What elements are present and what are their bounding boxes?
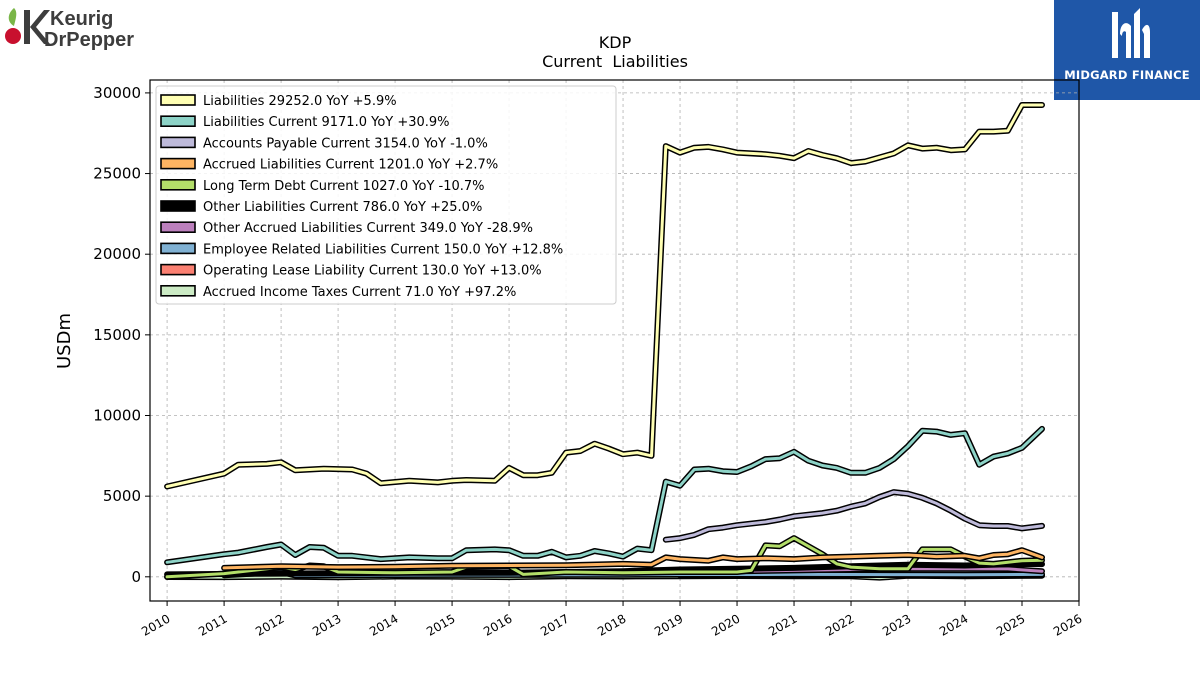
legend-label-other-liabilities-current: Other Liabilities Current 786.0 YoY +25.…	[203, 200, 482, 215]
legend-box	[155, 85, 617, 305]
legend-label-operating-lease-liability-current: Operating Lease Liability Current 130.0 …	[203, 264, 542, 279]
x-tick-label: 2011	[196, 611, 229, 638]
x-tick-label: 2024	[937, 611, 970, 638]
midgard-finance-text: MIDGARD FINANCE	[1064, 68, 1190, 82]
y-tick-label: 10000	[93, 407, 141, 425]
logo-drop-icon	[5, 28, 21, 44]
legend-swatch-employee-related-liabilities-current	[160, 242, 196, 255]
x-tick-label: 2010	[139, 611, 172, 638]
x-tick-label: 2025	[994, 611, 1027, 638]
x-tick-label: 2023	[880, 611, 913, 638]
legend-swatch-liabilities	[160, 94, 196, 106]
series-line-accrued-liabilities-current	[222, 548, 1044, 570]
y-axis-ticks: 0 5000 10000 15000 20000 25000 30000	[93, 84, 150, 586]
logo-leaf-icon	[8, 8, 17, 26]
legend-swatch-operating-lease-liability-current	[160, 263, 196, 276]
y-tick-label: 0	[131, 568, 141, 586]
legend-swatch-liabilities-current	[160, 115, 196, 127]
x-tick-label: 2021	[766, 611, 799, 638]
legend: Liabilities 29252.0 YoY +5.9% Liabilities…	[155, 85, 617, 305]
logo-line2: DrPepper	[44, 29, 134, 50]
x-tick-label: 2020	[709, 611, 742, 638]
legend-label-accounts-payable-current: Accounts Payable Current 3154.0 YoY -1.0…	[203, 136, 488, 151]
legend-label-employee-related-liabilities-current: Employee Related Liabilities Current 150…	[203, 242, 563, 257]
y-tick-label: 25000	[93, 165, 141, 183]
legend-swatch-accounts-payable-current	[160, 136, 196, 149]
legend-swatch-other-liabilities-current	[160, 200, 196, 212]
legend-swatch-long-term-debt-current	[160, 179, 196, 191]
y-tick-label: 30000	[93, 84, 141, 102]
y-tick-label: 15000	[93, 326, 141, 344]
series-lines	[164, 102, 1045, 581]
x-tick-label: 2026	[1051, 611, 1084, 638]
x-tick-label: 2022	[823, 611, 856, 638]
series-line-liabilities-current	[165, 427, 1044, 564]
x-axis-ticks: 2010 2011 2012 2013 2014 2015 2016 2017 2018 2019…	[139, 601, 1085, 639]
x-tick-label: 2012	[253, 611, 286, 638]
legend-label-long-term-debt-current: Long Term Debt Current 1027.0 YoY -10.7%	[203, 179, 485, 194]
x-tick-label: 2019	[652, 611, 685, 638]
logo-k-icon	[24, 10, 50, 44]
series-outline-accounts-payable-current	[662, 489, 1045, 543]
x-tick-label: 2013	[310, 611, 343, 638]
x-tick-label: 2015	[424, 611, 457, 638]
logo-line1: Keurig	[50, 8, 113, 30]
legend-swatch-accrued-income-taxes-current	[160, 284, 196, 297]
legend-label-liabilities-current: Liabilities Current 9171.0 YoY +30.9%	[203, 115, 450, 130]
legend-label-accrued-income-taxes-current: Accrued Income Taxes Current 71.0 YoY +9…	[203, 285, 516, 300]
legend-swatch-accrued-liabilities-current	[160, 157, 196, 170]
keurig-dr-pepper-logo: Keurig DrPepper	[5, 8, 134, 50]
x-tick-label: 2018	[595, 611, 628, 638]
legend-label-other-accrued-liabilities-current: Other Accrued Liabilities Current 349.0 …	[203, 221, 533, 236]
plot-frame	[149, 79, 1080, 602]
legend-label-accrued-liabilities-current: Accrued Liabilities Current 1201.0 YoY +…	[203, 158, 498, 173]
midgard-emblem-icon	[1112, 8, 1150, 58]
series-line-liabilities	[165, 103, 1044, 488]
x-tick-label: 2016	[481, 611, 514, 638]
midgard-finance-logo: MIDGARD FINANCE	[1054, 0, 1200, 100]
y-tick-label: 20000	[93, 245, 141, 263]
x-tick-label: 2017	[538, 611, 571, 638]
legend-swatch-other-accrued-liabilities-current	[160, 221, 196, 233]
grid-lines	[150, 80, 1080, 601]
series-line-accounts-payable-current	[664, 490, 1044, 542]
y-tick-label: 5000	[103, 487, 141, 505]
legend-label-liabilities: Liabilities 29252.0 YoY +5.9%	[203, 94, 397, 109]
chart-title: KDP	[599, 33, 632, 52]
y-axis-label: USDm	[54, 313, 75, 369]
chart-subtitle: Current Liabilities	[542, 52, 688, 71]
x-tick-label: 2014	[367, 611, 400, 638]
